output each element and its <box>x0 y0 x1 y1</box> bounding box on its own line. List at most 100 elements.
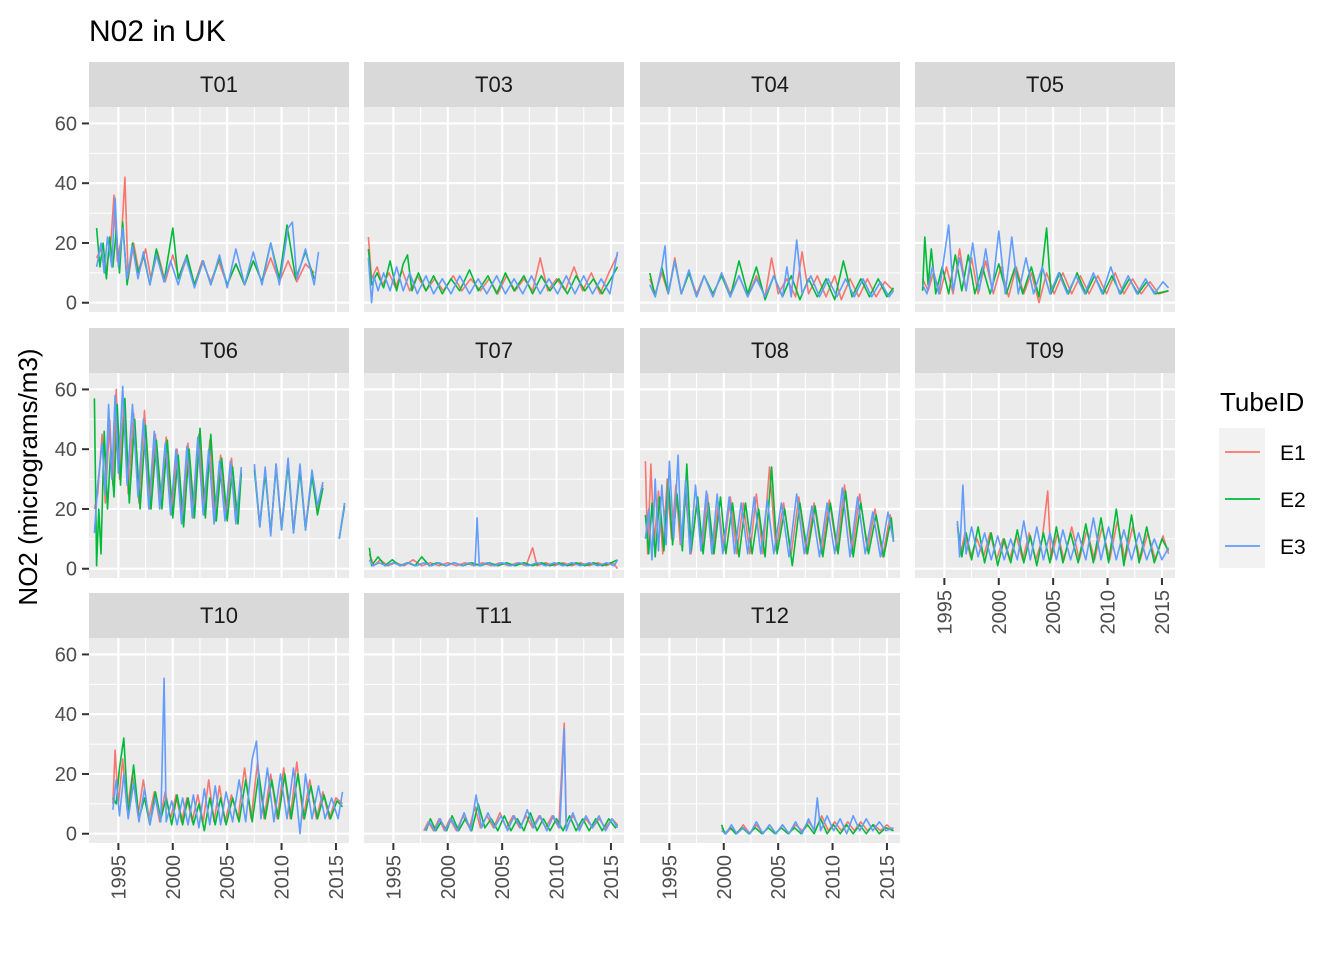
facet-strip <box>89 593 349 638</box>
series-line-e2 <box>425 803 619 832</box>
facet-strip-label: T01 <box>200 72 238 97</box>
x-tick-label: 2000 <box>438 855 460 900</box>
legend-label: E2 <box>1280 489 1306 512</box>
facet-strip <box>640 328 900 373</box>
x-tick-label: 2005 <box>217 855 239 900</box>
y-tick-label: 60 <box>55 644 77 666</box>
series-line-e3 <box>93 385 346 540</box>
panel-grid <box>640 638 900 843</box>
series-line-e2 <box>367 248 619 295</box>
legend-title: TubeID <box>1220 387 1304 417</box>
y-tick-label: 60 <box>55 379 77 401</box>
panel-background <box>640 638 900 843</box>
x-tick-label: 2015 <box>601 855 623 900</box>
series-line-e3 <box>649 239 895 298</box>
series-line-e3 <box>112 677 344 835</box>
series-line-e3 <box>95 197 320 289</box>
facet-strip <box>364 62 624 107</box>
facet-panel-t03: T03 <box>364 62 624 312</box>
x-tick-label: 2000 <box>989 590 1011 635</box>
legend-key-background <box>1219 428 1265 568</box>
legend-item-e3: E3 <box>1225 536 1306 559</box>
x-tick-label: 2010 <box>823 855 845 900</box>
y-tick-label: 40 <box>55 439 77 461</box>
series-line-e1 <box>367 236 619 295</box>
y-tick-label: 0 <box>66 559 77 581</box>
series-line-e3 <box>644 454 895 561</box>
facet-panel-t06: T06 0 20 40 60 <box>55 328 349 581</box>
x-tick-label: 2005 <box>492 855 514 900</box>
y-tick-label: 0 <box>66 293 77 315</box>
panel-grid <box>89 107 349 312</box>
facet-strip <box>89 328 349 373</box>
legend-label: E3 <box>1280 536 1306 559</box>
facet-strip-label: T11 <box>476 603 512 628</box>
panel-grid <box>364 638 624 843</box>
y-tick-label: 20 <box>55 499 77 521</box>
facet-strip-label: T05 <box>1026 72 1064 97</box>
facet-panel-t07: T07 <box>364 328 624 578</box>
series-line-e3 <box>721 797 894 835</box>
facet-strip-label: T12 <box>751 603 789 628</box>
panel-grid <box>640 107 900 312</box>
facet-panel-t05: T05 <box>915 62 1175 312</box>
legend: TubeID E1 E2 E3 <box>1219 387 1306 568</box>
series-line-e3 <box>368 517 619 567</box>
panel-background <box>640 107 900 312</box>
x-tick-label: 2000 <box>714 855 736 900</box>
series-line-e2 <box>644 463 895 567</box>
legend-items: E1 E2 E3 <box>1225 442 1306 559</box>
x-tick-label: 2015 <box>326 855 348 900</box>
y-tick-label: 40 <box>55 704 77 726</box>
x-tick-label: 2000 <box>163 855 185 900</box>
panel-background <box>89 107 349 312</box>
facet-panels: T01 0 20 40 60 T03 T04 T05 T06 0 20 40 60 T07 T08 T09 19… <box>55 62 1175 900</box>
x-tick-label: 1995 <box>383 855 405 900</box>
facet-panel-t08: T08 <box>640 328 900 578</box>
facet-strip <box>364 593 624 638</box>
x-tick-label: 1995 <box>659 855 681 900</box>
facet-panel-t01: T01 0 20 40 60 <box>55 62 349 315</box>
x-tick-label: 2005 <box>1043 590 1065 635</box>
x-tick-label: 2010 <box>1098 590 1120 635</box>
facet-strip-label: T06 <box>200 338 238 363</box>
facet-strip <box>89 62 349 107</box>
facet-strip <box>640 62 900 107</box>
panel-grid <box>915 107 1175 312</box>
facet-strip-label: T08 <box>751 338 789 363</box>
facet-panel-t12: T12 1995 2000 2005 2010 2015 <box>640 593 900 900</box>
facet-strip <box>915 62 1175 107</box>
facet-strip <box>364 328 624 373</box>
y-axis-title: NO2 (micrograms/m3) <box>13 348 43 605</box>
facet-panel-t04: T04 <box>640 62 900 312</box>
panel-grid <box>89 373 349 578</box>
chart-title: N02 in UK <box>89 15 226 48</box>
facet-strip-label: T07 <box>475 338 513 363</box>
x-tick-label: 1995 <box>934 590 956 635</box>
y-tick-label: 0 <box>66 824 77 846</box>
panel-background <box>364 373 624 578</box>
facet-strip-label: T04 <box>751 72 789 97</box>
series-line-e3 <box>921 224 1170 295</box>
facet-strip-label: T10 <box>200 603 238 628</box>
x-tick-label: 1995 <box>108 855 130 900</box>
series-line-e3 <box>367 251 619 304</box>
facet-strip <box>640 593 900 638</box>
facet-strip-label: T03 <box>475 72 513 97</box>
x-tick-label: 2010 <box>272 855 294 900</box>
y-tick-label: 20 <box>55 764 77 786</box>
y-tick-label: 40 <box>55 173 77 195</box>
legend-label: E1 <box>1280 442 1306 465</box>
x-tick-label: 2005 <box>768 855 790 900</box>
x-tick-label: 2015 <box>877 855 899 900</box>
legend-item-e2: E2 <box>1225 489 1306 512</box>
y-tick-label: 60 <box>55 113 77 135</box>
facet-panel-t10: T10 0 20 40 60 1995 2000 2005 2010 2015 <box>55 593 349 900</box>
legend-item-e1: E1 <box>1225 442 1306 465</box>
y-tick-label: 20 <box>55 233 77 255</box>
series-line-e2 <box>112 737 344 832</box>
facet-panel-t11: T11 1995 2000 2005 2010 2015 <box>364 593 624 900</box>
x-tick-label: 2010 <box>547 855 569 900</box>
series-line-e3 <box>956 484 1170 561</box>
